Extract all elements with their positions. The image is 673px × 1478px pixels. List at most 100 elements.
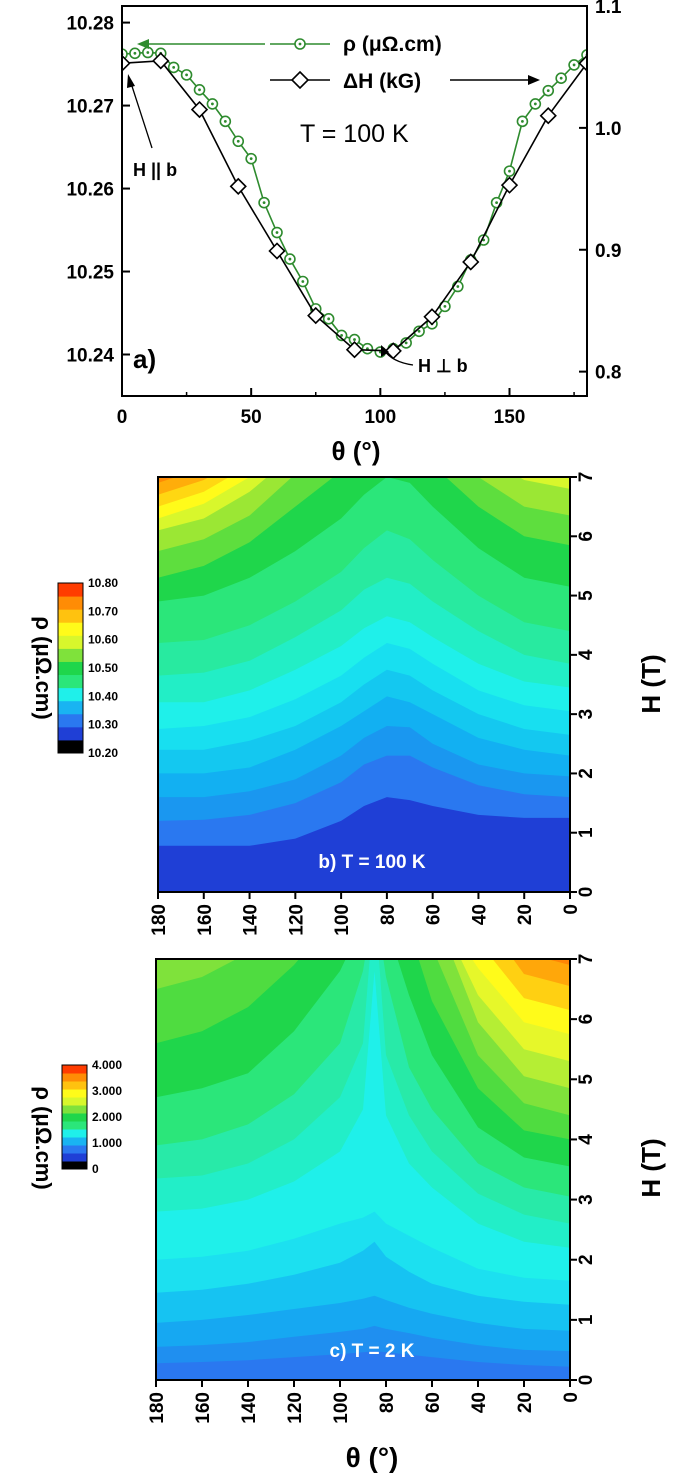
panel-b-axes-frame <box>157 476 571 893</box>
rho-data-point <box>258 196 270 209</box>
legend-rho-label: ρ (μΩ.cm) <box>343 33 442 56</box>
panel-c-y-tick-label: 2 <box>576 1254 597 1265</box>
panel-b-colorbar-tick-label: 10.60 <box>88 633 118 647</box>
delta-h-data-point <box>500 176 519 194</box>
panel-c-x-tick-label: 120 <box>285 1392 306 1424</box>
panel-c-x-tick-label: 140 <box>239 1392 260 1424</box>
rho-data-point <box>568 59 580 71</box>
panel-b-x-tick-label: 160 <box>195 904 216 936</box>
rho-data-point <box>245 152 257 165</box>
panel-a-left-tick-label: 10.27 <box>66 97 114 118</box>
panel-c-y-tick-label: 6 <box>576 1014 597 1025</box>
panel-c-x-tick-label: 160 <box>193 1392 214 1424</box>
panel-a-label: a) <box>133 344 156 374</box>
panel-b-y-tick-label: 3 <box>576 709 597 720</box>
panel-c-x-tick-label: 60 <box>423 1392 444 1413</box>
panel-a-left-tick-label: 10.26 <box>66 180 114 201</box>
delta-h-data-point <box>229 177 247 196</box>
right-axis-arrow <box>450 75 540 85</box>
delta-h-data-point <box>307 306 325 325</box>
panel-c-x-axis-label: θ (°) <box>346 1442 399 1473</box>
panel-c-contour-band <box>513 959 570 987</box>
panel-a-left-tick-label: 10.28 <box>66 14 114 35</box>
panel-b-x-tick-label: 60 <box>424 904 445 925</box>
panel-b-colorbar-label: ρ (μΩ.cm) <box>31 616 56 719</box>
panel-c-colorbar-swatch <box>62 1065 87 1074</box>
rho-data-point <box>271 226 283 239</box>
panel-b-colorbar-swatch <box>58 648 83 662</box>
rho-data-point <box>503 165 516 177</box>
panel-c-colorbar-swatch <box>62 1089 87 1098</box>
rho-data-point <box>219 115 232 128</box>
panel-a-right-tick-label: 0.8 <box>595 363 621 384</box>
temperature-annotation: T = 100 K <box>300 120 409 148</box>
panel-b-colorbar-swatch <box>58 583 83 597</box>
panel-c-colorbar-swatch <box>62 1105 87 1114</box>
panel-c-y-axis-label: H (T) <box>636 1138 666 1197</box>
panel-b-colorbar-swatch <box>58 713 83 728</box>
panel-c-colorbar-swatch <box>62 1129 87 1138</box>
panel-c-colorbar-swatch <box>62 1137 87 1146</box>
rho-data-point <box>193 84 206 96</box>
delta-h-data-point <box>462 253 480 271</box>
panel-b-y-tick-label: 4 <box>576 649 597 660</box>
rho-data-point <box>322 313 335 325</box>
panel-c-x-tick-label: 180 <box>147 1392 168 1424</box>
panel-a-right-tick-label: 0.9 <box>595 241 621 262</box>
panel-c-colorbar-tick-label: 1.000 <box>92 1136 122 1150</box>
delta-h-series-line <box>122 60 587 352</box>
panel-b-colorbar-swatch <box>58 739 83 754</box>
panel-b-colorbar: 10.20 10.30 10.40 10.50 10.60 10.70 10.80 ρ (μ… <box>31 576 118 760</box>
panel-c-colorbar-swatch <box>62 1097 87 1106</box>
panel-c-colorbar: 0 1.000 2.000 3.000 4.000 ρ (μΩ.cm) <box>31 1058 122 1190</box>
panel-b-colorbar-swatch <box>58 674 83 689</box>
panel-b-colorbar-swatch <box>58 635 83 649</box>
panel-c-colorbar-swatch <box>62 1113 87 1122</box>
rho-data-point <box>142 46 154 59</box>
panel-b-colorbar-swatch <box>58 596 83 610</box>
panel-b-colorbar-tick-label: 10.50 <box>88 661 118 675</box>
rho-data-point <box>413 325 425 338</box>
legend-delta-h-label: ΔH (kG) <box>343 70 421 93</box>
panel-c-heatmap: 180 160 140 120 100 80 60 40 20 0 0 1 2 3 4 5 6 7 c) T = … <box>31 954 666 1473</box>
panel-b-colorbar-tick-label: 10.80 <box>88 576 118 590</box>
panel-a-line-chart: 0 50 100 150 10.24 10.25 10.26 10.27 10.28 0.8 0.9… <box>66 0 621 466</box>
panel-a-x-tick-label: 150 <box>494 407 526 428</box>
panel-b-y-tick-label: 0 <box>576 887 597 898</box>
svg-text:H ⊥ b: H ⊥ b <box>418 356 468 376</box>
panel-a-axes-frame <box>121 5 588 397</box>
rho-data-point <box>529 98 542 110</box>
panel-a-x-tick-label: 50 <box>241 407 262 428</box>
panel-b-x-tick-label: 40 <box>469 904 490 925</box>
panel-c-colorbar-tick-label: 2.000 <box>92 1110 122 1124</box>
rho-data-point <box>284 253 296 265</box>
panel-a-x-tick-label: 0 <box>117 407 128 428</box>
panel-c-y-tick-label: 7 <box>576 954 597 965</box>
panel-b-x-tick-label: 80 <box>378 904 399 925</box>
panel-c-contour-band <box>156 959 570 1116</box>
panel-c-contour-band <box>547 959 570 965</box>
rho-data-point <box>232 135 245 148</box>
delta-h-data-point <box>578 54 587 72</box>
panel-b-x-tick-label: 180 <box>149 904 170 936</box>
panel-c-axes-frame <box>155 958 571 1381</box>
panel-b-y-tick-label: 7 <box>576 472 597 483</box>
panel-c-x-tick-label: 40 <box>469 1392 490 1413</box>
left-axis-arrow <box>137 39 265 49</box>
panel-b-y-tick-label: 1 <box>576 827 597 838</box>
panel-b-colorbar-swatch <box>58 622 83 636</box>
panel-b-contour-band <box>158 477 209 495</box>
panel-b-colorbar-swatch <box>58 726 83 741</box>
panel-b-contour-band <box>158 477 570 552</box>
rho-series-line <box>122 51 587 353</box>
rho-data-point <box>348 333 361 346</box>
panel-b-x-tick-label: 0 <box>561 904 582 915</box>
panel-c-colorbar-tick-label: 3.000 <box>92 1084 122 1098</box>
panel-c-y-tick-label: 5 <box>576 1074 597 1085</box>
rho-data-point <box>129 47 141 60</box>
panel-c-x-tick-label: 20 <box>515 1392 536 1413</box>
legend-rho: ρ (μΩ.cm) <box>270 33 442 56</box>
panel-c-title: c) T = 2 K <box>330 1341 415 1362</box>
rho-data-point <box>542 84 555 97</box>
